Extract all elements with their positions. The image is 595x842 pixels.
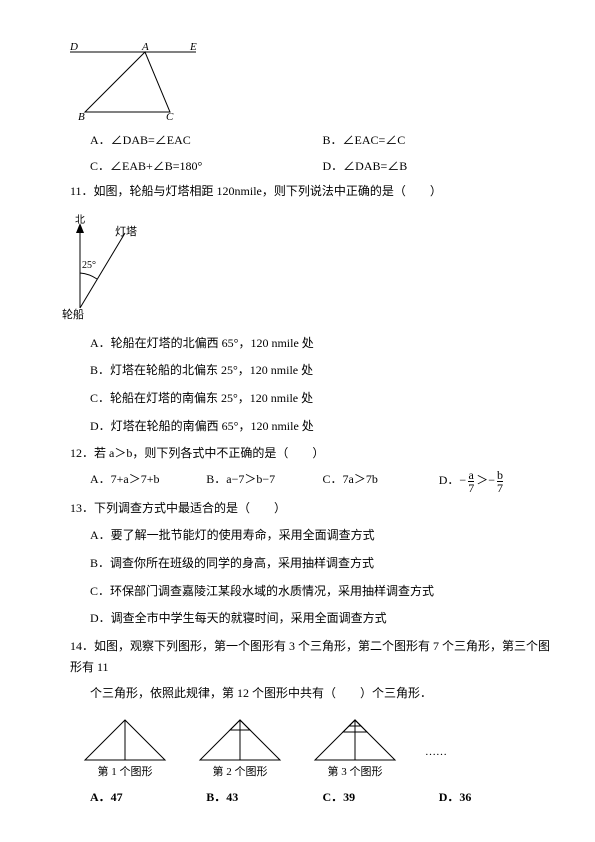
tri-dots: ……	[425, 743, 447, 783]
q14-options: A．47 B．43 C．39 D．36	[90, 787, 555, 809]
tri-cap-1: 第 1 个图形	[80, 763, 170, 783]
tri-fig-1: 第 1 个图形	[80, 715, 170, 783]
q14-figures: 第 1 个图形 第 2 个图形 第 3 个图形 ……	[80, 715, 555, 783]
q10-options-row2: C．∠EAB+∠B=180° D．∠DAB=∠B	[90, 156, 555, 178]
frac-right-num: b	[497, 469, 503, 481]
q13-opt-d: D．调查全市中学生每天的就寝时间，采用全面调查方式	[90, 608, 555, 630]
q10-figure: D A E B C	[60, 40, 555, 120]
frac-left: a 7	[468, 469, 474, 494]
svg-text:北: 北	[75, 214, 85, 226]
neg2: −	[488, 470, 495, 492]
q12-d-prefix: D．	[439, 470, 460, 492]
q14-stem1: 14．如图，观察下列图形，第一个图形有 3 个三角形，第二个图形有 7 个三角形…	[70, 636, 555, 679]
q13-opt-c: C．环保部门调查嘉陵江某段水域的水质情况，采用抽样调查方式	[90, 581, 555, 603]
svg-text:E: E	[189, 41, 197, 53]
triangle-svg: D A E B C	[60, 40, 206, 120]
q14-opt-c: C．39	[323, 787, 439, 809]
q14-opt-b: B．43	[206, 787, 322, 809]
q14-opt-d: D．36	[439, 787, 555, 809]
q10-opt-c: C．∠EAB+∠B=180°	[90, 156, 323, 178]
frac-right: b 7	[497, 469, 503, 494]
q11-opt-b: B．灯塔在轮船的北偏东 25°，120 nmile 处	[90, 360, 555, 382]
tri-cap-2: 第 2 个图形	[195, 763, 285, 783]
neg1: −	[459, 470, 466, 492]
svg-text:C: C	[166, 111, 174, 120]
q12-opt-d: D． − a 7 ＞ − b 7	[439, 469, 555, 494]
svg-text:25°: 25°	[82, 260, 96, 271]
q12-opt-b: B．a−7＞b−7	[206, 469, 322, 494]
q10-opt-b: B．∠EAC=∠C	[323, 130, 556, 152]
bearing-svg: 北 灯塔 25° 轮船	[60, 213, 170, 323]
svg-text:B: B	[78, 111, 85, 120]
frac-left-den: 7	[468, 482, 474, 494]
svg-text:A: A	[141, 41, 149, 53]
q14-stem2: 个三角形，依照此规律，第 12 个图形中共有（ ）个三角形．	[90, 683, 555, 705]
q13-stem: 13．下列调查方式中最适合的是（ ）	[70, 498, 555, 520]
gt: ＞	[476, 470, 488, 492]
q12-opt-c: C．7a＞7b	[323, 469, 439, 494]
tri-cap-3: 第 3 个图形	[310, 763, 400, 783]
q10-opt-d: D．∠DAB=∠B	[323, 156, 556, 178]
tri-fig-2: 第 2 个图形	[195, 715, 285, 783]
svg-text:轮船: 轮船	[62, 307, 84, 321]
q11-stem: 11．如图，轮船与灯塔相距 120nmile，则下列说法中正确的是（ ）	[70, 181, 555, 203]
q11-opt-c: C．轮船在灯塔的南偏东 25°，120 nmile 处	[90, 388, 555, 410]
svg-text:D: D	[69, 41, 78, 53]
svg-text:灯塔: 灯塔	[115, 225, 137, 238]
tri-fig-3: 第 3 个图形	[310, 715, 400, 783]
q10-options-row1: A．∠DAB=∠EAC B．∠EAC=∠C	[90, 130, 555, 152]
q11-opt-a: A．轮船在灯塔的北偏西 65°，120 nmile 处	[90, 333, 555, 355]
q12-stem: 12．若 a＞b，则下列各式中不正确的是（ ）	[70, 443, 555, 465]
frac-right-den: 7	[497, 482, 503, 494]
q11-opt-d: D．灯塔在轮船的南偏西 65°，120 nmile 处	[90, 416, 555, 438]
q13-opt-a: A．要了解一批节能灯的使用寿命，采用全面调查方式	[90, 525, 555, 547]
q10-opt-a: A．∠DAB=∠EAC	[90, 130, 323, 152]
frac-left-num: a	[469, 469, 474, 481]
q12-opt-a: A．7+a＞7+b	[90, 469, 206, 494]
q11-figure: 北 灯塔 25° 轮船	[60, 213, 555, 323]
q12-options: A．7+a＞7+b B．a−7＞b−7 C．7a＞7b D． − a 7 ＞ −…	[90, 469, 555, 494]
q14-opt-a: A．47	[90, 787, 206, 809]
q13-opt-b: B．调查你所在班级的同学的身高，采用抽样调查方式	[90, 553, 555, 575]
